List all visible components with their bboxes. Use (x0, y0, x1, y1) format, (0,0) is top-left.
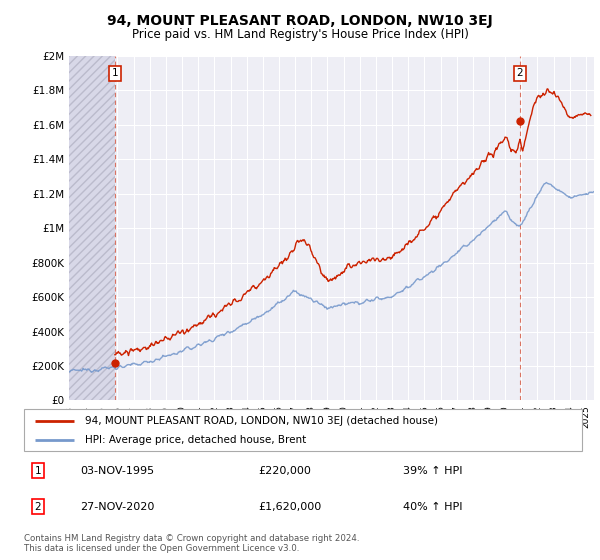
Text: 2: 2 (35, 502, 41, 512)
Text: Contains HM Land Registry data © Crown copyright and database right 2024.
This d: Contains HM Land Registry data © Crown c… (24, 534, 359, 553)
Text: HPI: Average price, detached house, Brent: HPI: Average price, detached house, Bren… (85, 435, 307, 445)
FancyBboxPatch shape (24, 409, 582, 451)
Text: 2: 2 (517, 68, 523, 78)
Text: 94, MOUNT PLEASANT ROAD, LONDON, NW10 3EJ: 94, MOUNT PLEASANT ROAD, LONDON, NW10 3E… (107, 14, 493, 28)
Text: 94, MOUNT PLEASANT ROAD, LONDON, NW10 3EJ (detached house): 94, MOUNT PLEASANT ROAD, LONDON, NW10 3E… (85, 416, 439, 426)
Text: Price paid vs. HM Land Registry's House Price Index (HPI): Price paid vs. HM Land Registry's House … (131, 28, 469, 41)
Text: 39% ↑ HPI: 39% ↑ HPI (403, 465, 463, 475)
Text: 1: 1 (112, 68, 118, 78)
Text: £1,620,000: £1,620,000 (259, 502, 322, 512)
Text: 03-NOV-1995: 03-NOV-1995 (80, 465, 154, 475)
Text: 40% ↑ HPI: 40% ↑ HPI (403, 502, 463, 512)
Text: 27-NOV-2020: 27-NOV-2020 (80, 502, 154, 512)
Bar (69, 56, 115, 400)
Text: 1: 1 (35, 465, 41, 475)
Text: £220,000: £220,000 (259, 465, 311, 475)
